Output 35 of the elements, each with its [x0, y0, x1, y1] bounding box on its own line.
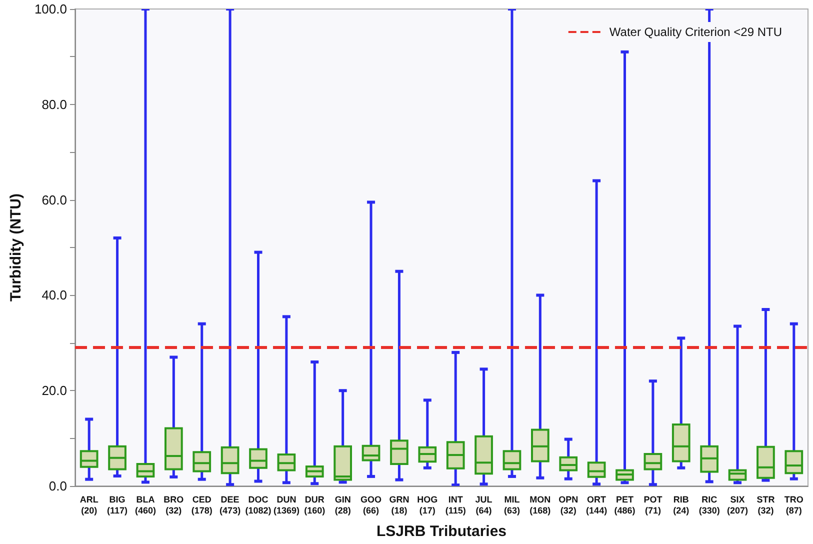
x-tick-label: ARL (20): [80, 494, 99, 516]
x-tick-label: CED (178): [191, 494, 212, 516]
x-tick-label: PET (486): [614, 494, 636, 516]
x-tick-label: STR (32): [756, 494, 776, 516]
y-tick-label: 20.0: [42, 383, 67, 398]
y-tick-label: 60.0: [42, 192, 67, 208]
y-tick-label: 100.0: [34, 2, 67, 16]
x-axis-title: LSJRB Tributaries: [376, 523, 507, 540]
x-tick-label: SIX (207): [727, 494, 748, 516]
x-tick-label: GIN (28): [334, 494, 351, 516]
y-tick-label: 80.0: [42, 96, 67, 112]
x-tick-label: BIG (117): [107, 494, 128, 516]
x-tick-label: JUL (64): [475, 494, 493, 516]
x-tick-label: GOO (66): [360, 494, 382, 516]
x-tick-label: DUN (1369): [273, 494, 300, 516]
x-tick-label: OPN (32): [558, 494, 578, 516]
y-axis-title: Turbidity (NTU): [8, 193, 25, 302]
x-tick-label: ORT (144): [586, 494, 608, 516]
x-tick-label: BLA (460): [134, 494, 156, 516]
x-tick-label: HOG (17): [417, 494, 438, 516]
x-tick-label: POT (71): [644, 494, 663, 516]
x-tick-label: DEE (473): [220, 494, 241, 516]
x-tick-label: MON (168): [530, 494, 551, 516]
x-tick-label: RIB (24): [673, 494, 690, 516]
x-tick-label: GRN (18): [389, 494, 410, 516]
y-tick-label: 0.0: [48, 478, 67, 494]
x-tick-label: MIL (63): [504, 494, 520, 516]
x-tick-label: DUR (160): [304, 494, 326, 516]
y-tick-label: 40.0: [42, 288, 67, 303]
x-tick-label: DOC (1082): [245, 494, 272, 516]
x-tick-label: TRO (87): [784, 494, 804, 516]
x-tick-label: BRO (32): [164, 494, 184, 516]
x-tick-label: RIC (330): [698, 494, 720, 516]
x-tick-label: INT (115): [445, 494, 466, 516]
legend-label: Water Quality Criterion <29 NTU: [609, 25, 782, 39]
